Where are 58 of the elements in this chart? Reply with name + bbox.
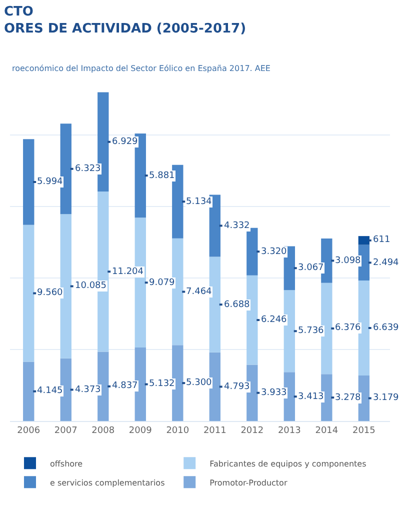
x-tick-label: 2009 (128, 426, 152, 436)
data-label: 3.413 (298, 392, 324, 402)
x-tick-label: 2010 (166, 426, 190, 436)
data-label: 4.793 (224, 382, 250, 392)
bar (172, 238, 184, 346)
data-label: 6.246 (261, 315, 288, 325)
data-label: 7.464 (186, 287, 212, 297)
data-label: 5.736 (298, 326, 324, 336)
x-tick-label: 2012 (240, 426, 264, 436)
legend-label: Fabricantes de equipos y componentes (210, 459, 366, 468)
data-label: 5.300 (186, 378, 212, 388)
data-label: 4.373 (75, 385, 101, 395)
bar (358, 236, 370, 245)
bar (246, 228, 258, 276)
data-label: 11.204 (112, 267, 144, 277)
bar (23, 362, 34, 421)
data-label: 9.560 (37, 288, 64, 298)
x-tick-label: 2007 (54, 426, 78, 436)
bar (321, 238, 332, 283)
x-tick-label: 2006 (17, 426, 40, 436)
legend-label: offshore (50, 459, 83, 468)
legend-label: e servicios complementarios (50, 478, 165, 488)
data-label: 5.881 (149, 171, 175, 181)
bar (172, 164, 184, 238)
x-tick-label: 2013 (278, 426, 301, 436)
data-label: 4.837 (112, 381, 138, 391)
data-label: 6.323 (75, 164, 101, 174)
bar (321, 374, 332, 421)
bar (60, 358, 72, 421)
data-label: 5.132 (149, 379, 175, 389)
data-label: 10.085 (75, 281, 106, 291)
data-label: 9.079 (149, 278, 176, 288)
data-label: 3.098 (335, 256, 362, 266)
data-label: 4.145 (37, 386, 63, 396)
data-label: 5.994 (37, 177, 64, 187)
x-tick-label: 2015 (352, 426, 376, 436)
data-label: 6.688 (224, 300, 250, 310)
legend-label: Promotor-Productor (210, 478, 288, 488)
data-label: 3.179 (373, 393, 400, 403)
data-label: 3.067 (298, 263, 324, 273)
chart-subtitle: roeconómico del Impacto del Sector Eólico en España 2017. AEE (12, 64, 270, 73)
data-label: 4.332 (224, 221, 250, 231)
chart-title: CTO ORES DE ACTIVIDAD (2005-2017) (4, 4, 246, 36)
bar (23, 139, 34, 225)
data-label: 6.639 (373, 323, 400, 333)
data-label: 3.320 (261, 247, 288, 257)
data-label: 3.278 (335, 393, 362, 403)
x-tick-label: 2011 (203, 426, 226, 436)
data-label: 2.494 (373, 258, 400, 268)
data-label: 6.376 (335, 323, 362, 333)
data-label: 5.134 (186, 197, 212, 207)
x-tick-label: 2014 (315, 426, 338, 436)
x-tick-label: 2008 (92, 426, 115, 436)
bar (172, 345, 184, 421)
bar (23, 224, 34, 362)
data-label: 3.933 (261, 388, 287, 398)
data-label: 6.929 (112, 137, 138, 147)
data-label: 611 (373, 235, 390, 245)
